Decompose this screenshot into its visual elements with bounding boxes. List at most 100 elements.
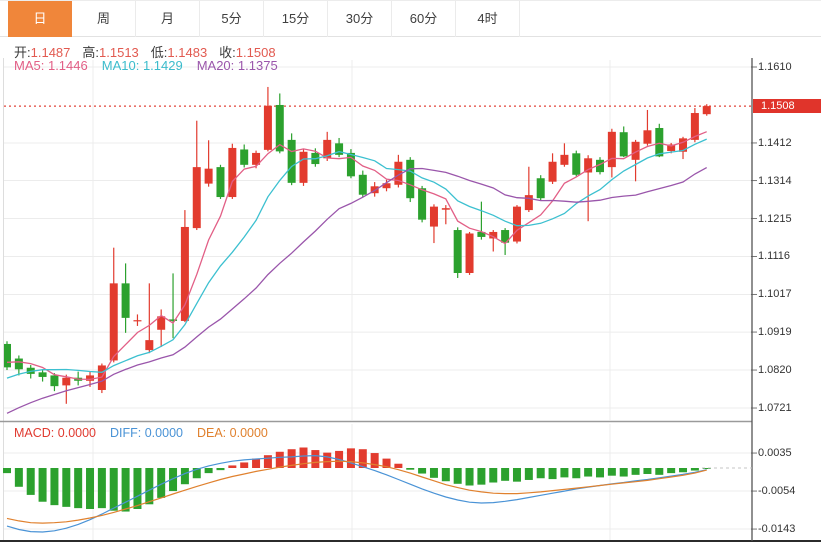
candle-down — [3, 343, 11, 368]
candle-up — [465, 233, 474, 273]
tab-timeframe-5[interactable]: 30分 — [328, 1, 392, 37]
macd-bar-negative — [86, 468, 95, 509]
tab-timeframe-4[interactable]: 15分 — [264, 1, 328, 37]
candle-up — [145, 340, 154, 351]
macd-bar-negative — [465, 468, 474, 486]
candle-up — [560, 154, 569, 165]
price-axis-label: 1.0820 — [758, 364, 792, 377]
candle-up — [524, 195, 533, 211]
ma5-legend: MA5: 1.1446 — [14, 58, 88, 73]
candle-down — [418, 188, 427, 220]
tab-timeframe-7[interactable]: 4时 — [456, 1, 520, 37]
candle-down — [358, 174, 367, 195]
macd-bar-positive — [394, 463, 403, 468]
macd-bar-negative — [216, 468, 225, 471]
candle-up — [382, 183, 391, 189]
macd-bar-negative — [548, 468, 557, 480]
candle-up — [62, 377, 71, 386]
ma5-line — [6, 131, 707, 381]
macd-bar-negative — [97, 468, 106, 509]
macd-bar-negative — [619, 468, 628, 477]
tab-timeframe-3[interactable]: 5分 — [200, 1, 264, 37]
tab-timeframe-1[interactable]: 周 — [72, 1, 136, 37]
macd-bar-negative — [536, 468, 545, 479]
price-axis-label: 1.0919 — [758, 326, 792, 339]
candle-down — [287, 139, 296, 183]
macd-bar-positive — [228, 465, 237, 468]
macd-bar-negative — [180, 468, 189, 485]
macd-bar-negative — [453, 468, 462, 484]
macd-bar-positive — [358, 449, 367, 468]
candle-down — [536, 178, 545, 199]
candle-up — [667, 144, 676, 152]
candle-up — [489, 231, 498, 239]
ma20-line — [6, 167, 708, 414]
candle-down — [169, 319, 178, 321]
ma20-legend: MA20: 1.1375 — [196, 58, 278, 73]
macd-bar-positive — [370, 453, 379, 468]
macd-bar-positive — [323, 452, 332, 468]
tab-timeframe-0[interactable]: 日 — [8, 1, 72, 37]
candle-down — [453, 230, 462, 273]
diff-value-legend: DIFF: 0.0000 — [110, 426, 183, 440]
price-axis-label: 1.1017 — [758, 288, 792, 301]
macd-bar-negative — [14, 468, 23, 487]
candle-up — [133, 320, 142, 322]
candle-down — [50, 375, 59, 387]
open-label: 开: — [14, 45, 31, 60]
macd-bar-negative — [679, 468, 688, 473]
price-axis-label: 1.1412 — [758, 136, 792, 149]
macd-bar-negative — [62, 468, 71, 507]
macd-bar-negative — [26, 468, 35, 495]
macd-bar-negative — [489, 468, 498, 483]
candle-up — [157, 316, 166, 330]
macd-bar-negative — [667, 468, 676, 474]
tab-timeframe-2[interactable]: 月 — [136, 1, 200, 37]
macd-bar-negative — [512, 468, 521, 482]
current-price-badge: 1.1508 — [753, 99, 821, 113]
dea-value-legend: DEA: 0.0000 — [196, 426, 268, 440]
macd-bar-negative — [429, 468, 438, 478]
candle-up — [679, 138, 688, 152]
price-axis-label: 1.1116 — [758, 250, 791, 263]
candle-up — [109, 283, 118, 361]
candle-down — [619, 132, 628, 157]
macd-axis-label: -0.0143 — [758, 523, 796, 536]
candle-down — [596, 159, 604, 173]
macd-value-legend: MACD: 0.0000 — [14, 426, 96, 440]
macd-bar-negative — [702, 468, 711, 469]
macd-bar-negative — [145, 468, 154, 505]
macd-bar-negative — [655, 468, 664, 475]
close-label: 收: — [219, 45, 236, 60]
candle-down — [477, 231, 486, 237]
price-axis-label: 1.1314 — [758, 174, 792, 187]
candle-up — [643, 130, 652, 144]
tab-timeframe-6[interactable]: 60分 — [392, 1, 456, 37]
macd-bar-negative — [572, 468, 581, 479]
ma10-line — [6, 138, 707, 379]
macd-bar-negative — [560, 468, 569, 478]
candle-down — [275, 104, 284, 152]
macd-bar-negative — [441, 468, 450, 482]
macd-legend-row: MACD: 0.0000 DIFF: 0.0000 DEA: 0.0000 — [14, 426, 268, 440]
macd-axis-label: -0.0054 — [758, 485, 796, 498]
macd-bar-negative — [109, 468, 118, 511]
candle-up — [584, 158, 593, 173]
macd-bar-positive — [346, 448, 355, 468]
candle-down — [216, 167, 225, 198]
price-axis-label: 1.0721 — [758, 402, 792, 415]
candle-up — [548, 161, 557, 182]
candle-down — [121, 283, 130, 318]
candle-up — [86, 375, 95, 381]
macd-bar-negative — [406, 468, 415, 470]
candle-up — [631, 141, 640, 160]
macd-bar-positive — [311, 450, 320, 468]
high-value: 1.1513 — [99, 45, 139, 60]
price-axis-label: 1.1215 — [758, 212, 792, 225]
open-value: 1.1487 — [30, 45, 71, 60]
macd-bar-negative — [74, 468, 83, 509]
low-value: 1.1483 — [167, 45, 208, 60]
candle-up — [192, 167, 201, 229]
